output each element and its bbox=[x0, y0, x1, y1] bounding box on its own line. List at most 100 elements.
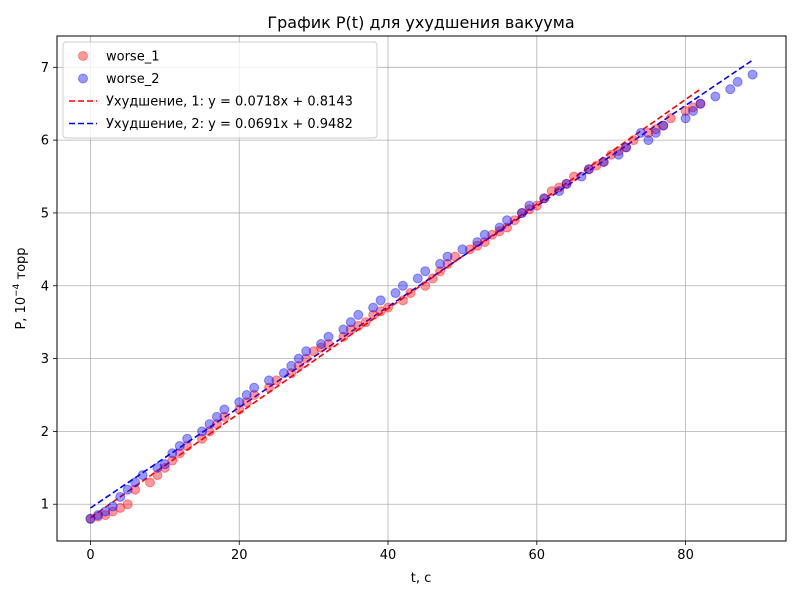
worse_1-point bbox=[554, 182, 565, 193]
legend-label: worse_2 bbox=[106, 72, 159, 87]
y-axis-title: P, 10−4 торр bbox=[12, 247, 29, 329]
worse_1-point bbox=[316, 342, 327, 353]
worse_2-point bbox=[130, 477, 141, 488]
worse_1-point bbox=[561, 178, 572, 189]
worse_2-point bbox=[249, 382, 260, 393]
worse_1-point bbox=[241, 397, 252, 408]
worse_1-point bbox=[435, 266, 446, 277]
worse_2-point bbox=[583, 164, 594, 175]
worse_2-point bbox=[420, 266, 431, 277]
worse_2-point bbox=[479, 229, 490, 240]
worse_2-point bbox=[152, 462, 163, 473]
plot-frame bbox=[56, 35, 787, 542]
worse_2-point bbox=[613, 149, 624, 160]
worse_2-point bbox=[502, 215, 513, 226]
worse_2-point bbox=[204, 419, 215, 430]
worse_2-point bbox=[375, 295, 386, 306]
worse_1-point bbox=[621, 142, 632, 153]
worse_2-point bbox=[345, 317, 356, 328]
worse_1-point bbox=[353, 320, 364, 331]
x-tick-label: 60 bbox=[529, 548, 546, 563]
legend-label: worse_1 bbox=[106, 50, 159, 65]
worse_2-point bbox=[286, 360, 297, 371]
fit-line-2 bbox=[90, 59, 753, 509]
worse_1-point bbox=[85, 513, 96, 524]
worse_1-point bbox=[115, 502, 126, 513]
worse_2-point bbox=[695, 98, 706, 109]
worse_2-point bbox=[107, 501, 118, 512]
worse_1-point bbox=[360, 317, 371, 328]
y-tick-label: 3 bbox=[41, 352, 49, 367]
x-tick-label: 40 bbox=[380, 548, 397, 563]
worse_2-point bbox=[516, 207, 527, 218]
worse_1-point bbox=[613, 146, 624, 157]
y-tick-label: 4 bbox=[41, 279, 49, 294]
worse_2-point bbox=[278, 368, 289, 379]
worse_2-point bbox=[412, 273, 423, 284]
worse_2-point bbox=[219, 404, 230, 415]
worse_2-point bbox=[576, 171, 587, 182]
worse_2-point bbox=[301, 346, 312, 357]
worse_1-point bbox=[152, 470, 163, 481]
worse_2-point bbox=[688, 106, 699, 117]
x-axis-title: t, c bbox=[411, 571, 432, 586]
worse_2-point bbox=[658, 120, 669, 131]
worse_1-point bbox=[405, 288, 416, 299]
grid bbox=[57, 36, 786, 541]
worse_1-point bbox=[130, 484, 141, 495]
worse_1-point bbox=[583, 164, 594, 175]
worse_1-point bbox=[665, 113, 676, 124]
worse_1-point bbox=[688, 102, 699, 113]
y-tick-label: 1 bbox=[41, 498, 49, 513]
worse_1-point bbox=[606, 149, 617, 160]
worse_2-point bbox=[680, 113, 691, 124]
worse_1-point bbox=[420, 280, 431, 291]
worse_1-point bbox=[539, 193, 550, 204]
worse_1-point bbox=[249, 389, 260, 400]
legend: worse_1 worse_2 Ухудшение, 1: y = 0.0718x … bbox=[62, 41, 378, 139]
worse_2-point bbox=[159, 459, 170, 470]
fit-lines bbox=[90, 59, 753, 519]
worse_1-point bbox=[308, 346, 319, 357]
worse_1-point bbox=[345, 324, 356, 335]
worse_1-point bbox=[516, 207, 527, 218]
worse_1-point bbox=[211, 419, 222, 430]
worse_1-point bbox=[449, 251, 460, 262]
worse_1-point bbox=[286, 368, 297, 379]
worse_2-point bbox=[316, 339, 327, 350]
worse_1-point bbox=[650, 124, 661, 135]
worse_1-point bbox=[383, 302, 394, 313]
worse_1-point bbox=[643, 127, 654, 138]
worse_2-point bbox=[635, 127, 646, 138]
worse_1-point bbox=[658, 120, 669, 131]
worse_1-point bbox=[375, 306, 386, 317]
worse_1-point bbox=[107, 506, 118, 517]
worse_2-point bbox=[174, 440, 185, 451]
worse_2-point bbox=[732, 76, 743, 87]
worse_1-point bbox=[598, 156, 609, 167]
worse_1-point bbox=[427, 273, 438, 284]
worse_1-point bbox=[568, 171, 579, 182]
y-axis-title-exponent: −4 bbox=[12, 283, 22, 297]
worse_1-point bbox=[531, 200, 542, 211]
worse_1-point bbox=[264, 382, 275, 393]
legend-label: Ухудшение, 1: y = 0.0718x + 0.8143 bbox=[106, 95, 353, 110]
worse_2-point bbox=[650, 127, 661, 138]
worse_2-point bbox=[338, 324, 349, 335]
y-tick-label: 2 bbox=[41, 425, 49, 440]
data-points bbox=[85, 69, 758, 524]
worse_1-point bbox=[174, 448, 185, 459]
worse_2-point bbox=[211, 411, 222, 422]
x-tick-label: 20 bbox=[231, 548, 248, 563]
worse_2-point bbox=[137, 470, 148, 481]
worse_1-point bbox=[100, 510, 111, 521]
worse_1-point bbox=[182, 440, 193, 451]
worse_1-point bbox=[323, 339, 334, 350]
worse_1-point bbox=[197, 433, 208, 444]
worse_1-point bbox=[487, 229, 498, 240]
worse_1-point bbox=[472, 240, 483, 251]
worse_2-point bbox=[472, 237, 483, 248]
worse_2-point bbox=[598, 156, 609, 167]
worse_2-point bbox=[725, 84, 736, 95]
